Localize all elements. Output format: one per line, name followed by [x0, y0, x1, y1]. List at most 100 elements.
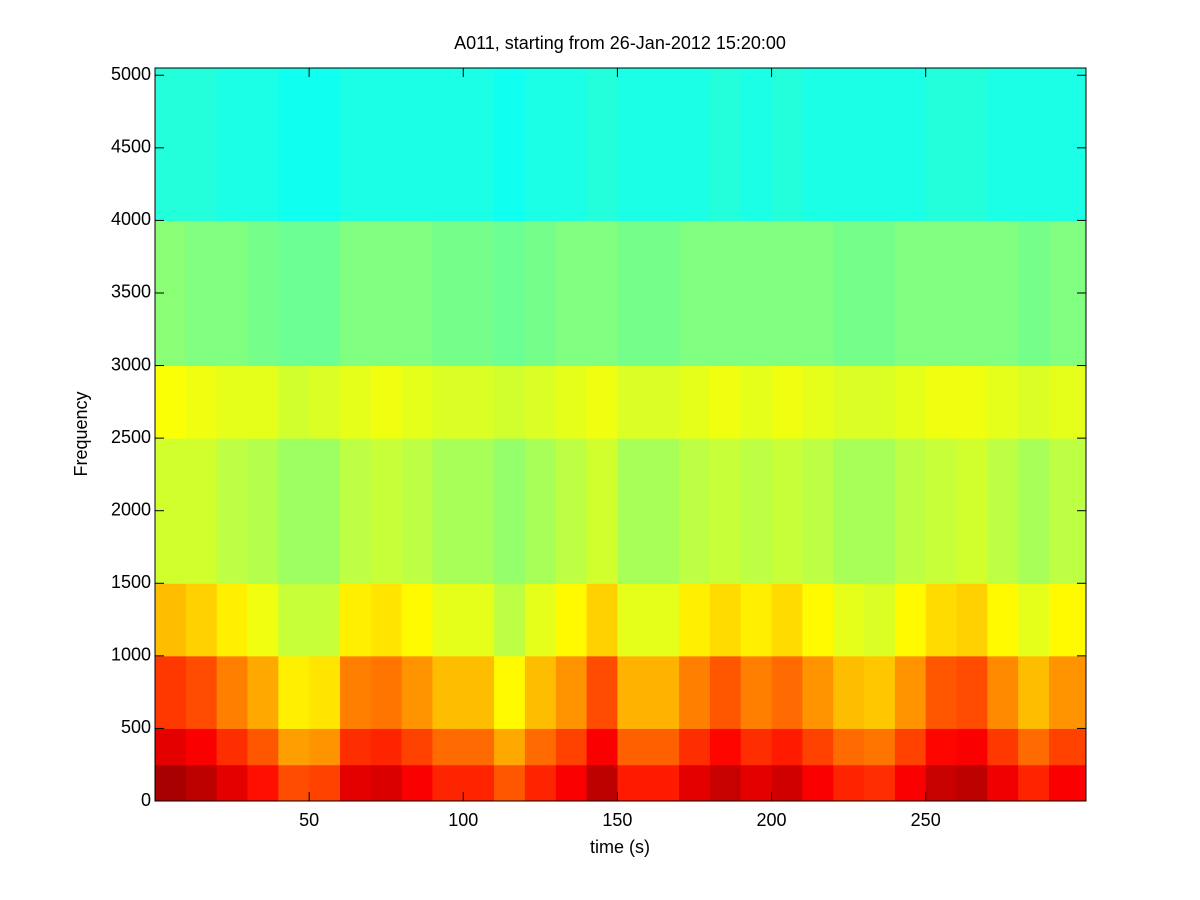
- heat-cell: [586, 764, 618, 802]
- heat-cell: [648, 583, 680, 657]
- heat-cell: [278, 655, 310, 729]
- heat-cell: [278, 583, 310, 657]
- heat-cell: [833, 220, 865, 367]
- heat-cell: [185, 655, 218, 729]
- heat-cell: [925, 438, 958, 584]
- heat-cell: [370, 365, 403, 439]
- heat-cell: [833, 68, 865, 221]
- y-tick-label: 3000: [111, 354, 151, 374]
- heat-cell: [617, 68, 649, 221]
- heat-cell: [494, 764, 526, 802]
- heat-cell: [709, 68, 742, 221]
- heat-cell: [216, 438, 248, 584]
- heat-cell: [185, 365, 218, 439]
- y-tick-label: 1500: [111, 572, 151, 592]
- heat-cell: [555, 728, 588, 766]
- heat-cell: [432, 583, 464, 657]
- heat-cell: [648, 68, 680, 221]
- heat-cell: [309, 365, 341, 439]
- heat-cell: [247, 728, 279, 766]
- heat-cell: [1018, 220, 1050, 367]
- heat-cell: [740, 728, 773, 766]
- heat-cell: [247, 583, 279, 657]
- heat-cell: [709, 220, 742, 367]
- heat-cell: [463, 220, 495, 367]
- heat-cell: [247, 68, 279, 221]
- heat-cell: [216, 764, 248, 802]
- heat-cell: [370, 655, 403, 729]
- heat-cell: [740, 764, 773, 802]
- heat-cell: [309, 583, 341, 657]
- heat-cell: [555, 365, 588, 439]
- heat-cell: [771, 68, 803, 221]
- heat-cell: [679, 438, 711, 584]
- heat-cell: [494, 583, 526, 657]
- heat-cell: [401, 438, 433, 584]
- heat-cell: [339, 365, 372, 439]
- heat-cell: [864, 764, 896, 802]
- heat-cell: [278, 764, 310, 802]
- heat-cell: [925, 583, 958, 657]
- heat-cell: [370, 438, 403, 584]
- x-tick-label: 50: [299, 810, 319, 830]
- heat-cell: [432, 728, 464, 766]
- heat-cell: [925, 655, 958, 729]
- heat-cell: [648, 764, 680, 802]
- heat-cell: [709, 764, 742, 802]
- heat-cell: [925, 68, 958, 221]
- heat-cell: [494, 365, 526, 439]
- y-tick-label: 500: [121, 717, 151, 737]
- heat-cell: [1049, 583, 1087, 657]
- heat-cell: [494, 68, 526, 221]
- heat-cell: [864, 220, 896, 367]
- heat-cell: [1018, 655, 1050, 729]
- y-tick-label: 5000: [111, 64, 151, 84]
- heat-cell: [987, 728, 1019, 766]
- heat-cell: [987, 68, 1019, 221]
- heat-cell: [802, 728, 834, 766]
- heat-cell: [864, 438, 896, 584]
- heat-cell: [740, 68, 773, 221]
- heat-cell: [339, 438, 372, 584]
- y-tick-label: 1000: [111, 645, 151, 665]
- heat-cell: [771, 438, 803, 584]
- heat-cell: [1018, 728, 1050, 766]
- heat-cell: [555, 583, 588, 657]
- heat-cell: [833, 728, 865, 766]
- heat-cell: [524, 655, 557, 729]
- y-tick-label: 3500: [111, 282, 151, 302]
- heat-cell: [833, 438, 865, 584]
- heat-cell: [463, 728, 495, 766]
- heat-cell: [833, 365, 865, 439]
- heat-cell: [586, 583, 618, 657]
- heat-cell: [155, 764, 187, 802]
- heat-cell: [401, 583, 433, 657]
- heat-cell: [709, 438, 742, 584]
- heat-cell: [987, 655, 1019, 729]
- heat-cell: [524, 365, 557, 439]
- heat-cell: [432, 438, 464, 584]
- heat-cell: [679, 728, 711, 766]
- heat-cell: [1018, 583, 1050, 657]
- heat-cell: [987, 438, 1019, 584]
- heat-cell: [864, 655, 896, 729]
- heat-cell: [370, 728, 403, 766]
- heat-cell: [185, 583, 218, 657]
- heat-cell: [494, 728, 526, 766]
- heat-cell: [463, 438, 495, 584]
- heat-cell: [463, 365, 495, 439]
- heat-cell: [155, 68, 187, 221]
- heat-cell: [925, 220, 958, 367]
- heat-cell: [586, 68, 618, 221]
- heat-cell: [617, 655, 649, 729]
- heat-cell: [956, 68, 988, 221]
- heat-cell: [679, 764, 711, 802]
- y-axis-label: Frequency: [71, 391, 91, 476]
- heat-cell: [247, 655, 279, 729]
- heat-cell: [709, 655, 742, 729]
- heat-cell: [771, 728, 803, 766]
- heat-cell: [370, 68, 403, 221]
- y-tick-label: 2500: [111, 427, 151, 447]
- heat-cell: [617, 365, 649, 439]
- x-tick-label: 250: [911, 810, 941, 830]
